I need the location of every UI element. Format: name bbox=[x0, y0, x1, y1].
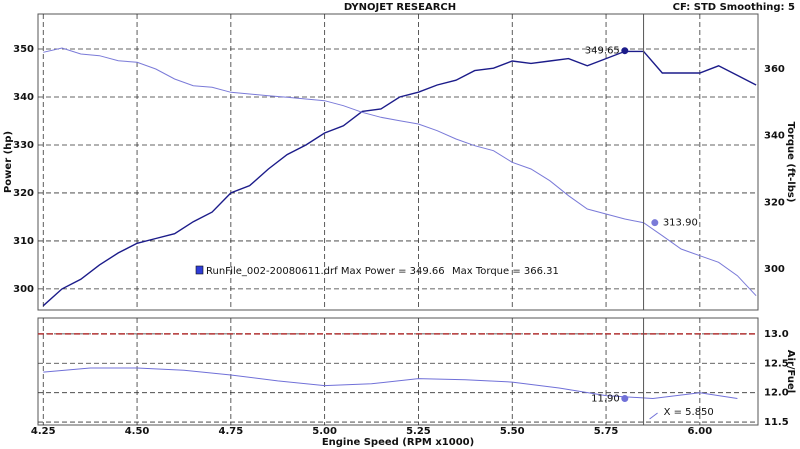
y-tick-label: 13.0 bbox=[764, 329, 789, 340]
x-tick-label: 5.50 bbox=[500, 426, 525, 437]
value-marker bbox=[621, 47, 629, 55]
chart-title: DYNOJET RESEARCH bbox=[344, 2, 456, 13]
legend-entry: Max Torque = 366.31 bbox=[452, 266, 559, 277]
x-tick-label: 4.50 bbox=[125, 426, 150, 437]
y-tick-label: 300 bbox=[13, 284, 34, 295]
y-tick-label: 340 bbox=[13, 92, 34, 103]
value-marker bbox=[651, 219, 659, 227]
y2-axis-label: Torque (ft-lbs) bbox=[785, 122, 796, 203]
y-tick-label: 11.5 bbox=[764, 417, 789, 428]
marker-label: 349.65 bbox=[585, 46, 620, 57]
y-tick-label: 350 bbox=[13, 44, 34, 55]
legend-swatch bbox=[195, 265, 204, 275]
cursor-leader bbox=[649, 412, 658, 420]
series-line bbox=[42, 50, 757, 307]
marker-label: 11.90 bbox=[591, 394, 620, 405]
chart-settings: CF: STD Smoothing: 5 bbox=[673, 2, 795, 13]
y-tick-label: 12.0 bbox=[764, 388, 789, 399]
y-tick-label: 320 bbox=[13, 188, 34, 199]
marker-label: 313.90 bbox=[663, 218, 698, 229]
series-line bbox=[43, 47, 757, 297]
x-tick-label: 5.25 bbox=[406, 426, 431, 437]
x-tick-label: 4.25 bbox=[31, 426, 56, 437]
y2-tick-label: 340 bbox=[764, 131, 785, 142]
x-tick-label: 6.00 bbox=[688, 426, 713, 437]
y2-tick-label: 360 bbox=[764, 64, 785, 75]
top-plot-frame bbox=[37, 13, 759, 311]
x-tick-label: 5.75 bbox=[594, 426, 619, 437]
x-tick-label: 5.00 bbox=[312, 426, 337, 437]
x-axis-label: Engine Speed (RPM x1000) bbox=[322, 437, 474, 448]
y-tick-label: 12.5 bbox=[764, 358, 789, 369]
legend-entry: RunFile_002-20080611.drf Max Power = 349… bbox=[206, 266, 445, 277]
x-tick-label: 4.75 bbox=[219, 426, 244, 437]
cursor-label: X = 5.850 bbox=[664, 407, 714, 418]
y-axis-label: Power (hp) bbox=[3, 131, 14, 193]
bottom-plot-frame bbox=[37, 317, 759, 426]
series-line bbox=[43, 367, 738, 400]
y2-axis-label: Air/Fuel bbox=[785, 350, 796, 393]
y-tick-label: 330 bbox=[13, 140, 34, 151]
y2-tick-label: 320 bbox=[764, 197, 785, 208]
y-tick-label: 310 bbox=[13, 236, 34, 247]
y2-tick-label: 300 bbox=[764, 264, 785, 275]
value-marker bbox=[621, 395, 629, 403]
